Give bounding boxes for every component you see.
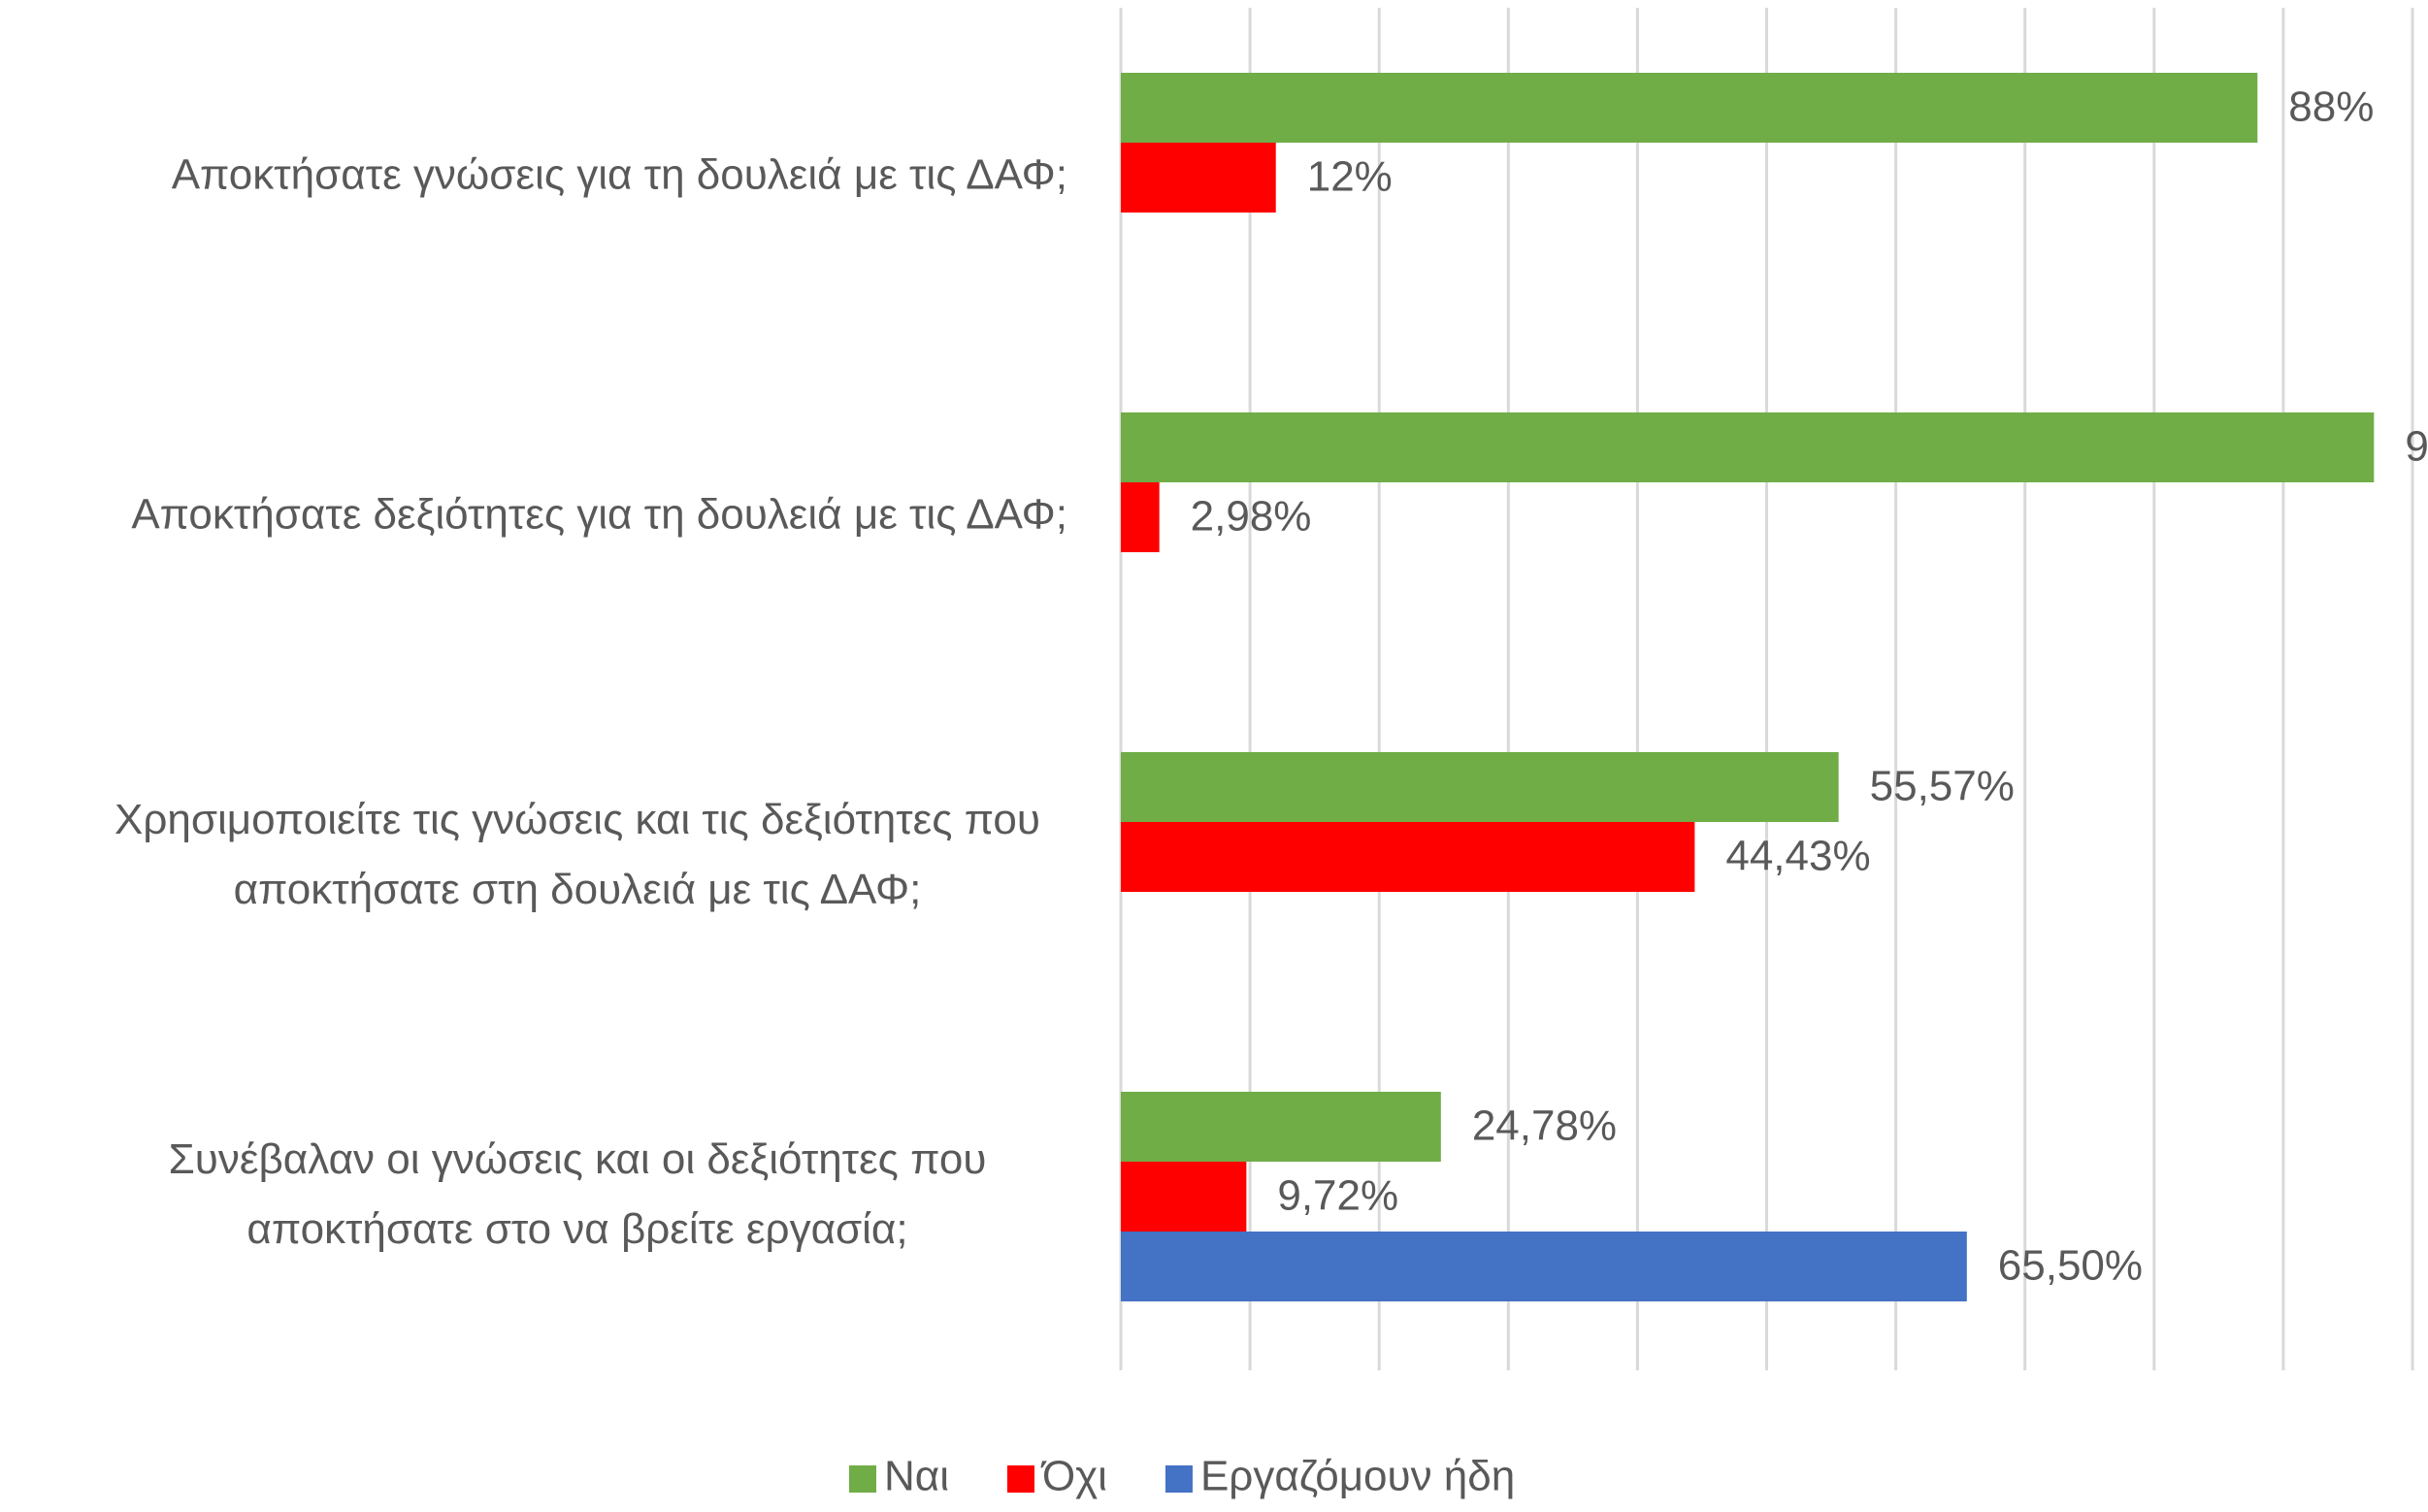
value-label: 24,78%: [1472, 1102, 1617, 1150]
bar: [1121, 143, 1276, 213]
legend-label: Εργαζόμουν ήδη: [1200, 1453, 1515, 1500]
legend-swatch: [849, 1465, 876, 1493]
category-label: Συνέβαλαν οι γνώσεις και οι δεξιότητες π…: [169, 1135, 987, 1253]
value-label: 2,98%: [1191, 493, 1312, 541]
value-label: 65,50%: [1998, 1242, 2143, 1290]
bar: [1121, 1092, 1441, 1162]
bar: [1121, 1232, 1967, 1301]
category-label: Αποκτήσατε δεξιότητες για τη δουλειά με …: [131, 491, 1067, 539]
legend-label: Ναι: [884, 1453, 949, 1500]
value-label: 44,43%: [1725, 833, 1870, 880]
value-label: 88%: [2288, 83, 2374, 131]
bar: [1121, 412, 2375, 482]
legend-label: Όχι: [1040, 1453, 1107, 1500]
value-label: 12%: [1307, 153, 1393, 201]
bar: [1121, 73, 2258, 143]
value-label: 97,02%: [2405, 423, 2428, 471]
legend-swatch: [1007, 1465, 1034, 1493]
bar: [1121, 482, 1160, 552]
bar: [1121, 752, 1839, 822]
value-label: 55,57%: [1870, 763, 2015, 810]
category-label: Αποκτήσατε γνώσεις για τη δουλειά με τις…: [172, 151, 1067, 199]
value-label: 9,72%: [1277, 1172, 1398, 1220]
category-label: Χρησιμοποιείτε τις γνώσεις και τις δεξιό…: [115, 796, 1040, 913]
bar: [1121, 822, 1695, 892]
legend-swatch: [1165, 1465, 1193, 1493]
bar: [1121, 1162, 1247, 1232]
